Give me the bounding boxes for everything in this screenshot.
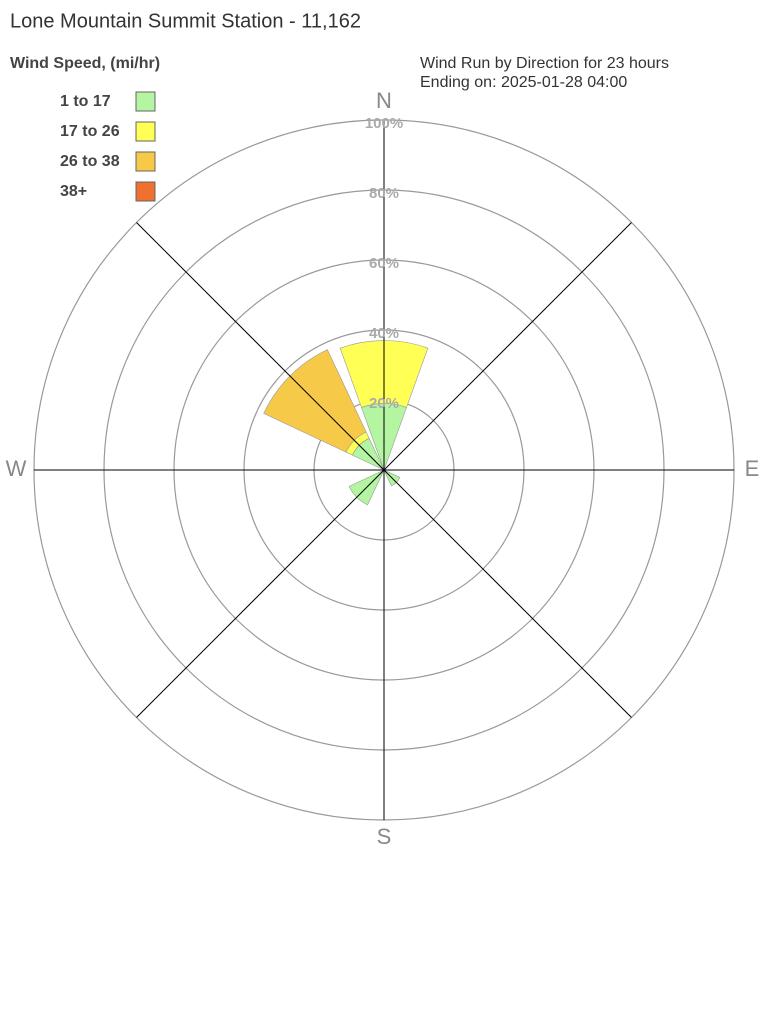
direction-label: W	[6, 456, 27, 481]
legend-swatch	[135, 91, 156, 112]
r-tick-label: 60%	[369, 255, 399, 272]
spoke	[136, 222, 385, 471]
subtitle: Wind Run by Direction for 23 hours	[420, 55, 669, 72]
spokes	[34, 120, 734, 820]
legend-label: 26 to 38	[60, 153, 120, 170]
legend-label: 1 to 17	[60, 93, 111, 110]
r-tick-label: 80%	[369, 185, 399, 202]
r-tick-label: 100%	[365, 115, 403, 132]
direction-label: N	[376, 88, 392, 113]
legend-label: 38+	[60, 183, 87, 200]
r-tick-label: 20%	[369, 395, 399, 412]
chart-title: Lone Mountain Summit Station - 11,162	[10, 10, 361, 32]
spoke	[383, 469, 632, 718]
direction-label: E	[745, 456, 760, 481]
direction-label: S	[377, 824, 392, 849]
r-tick-label: 40%	[369, 325, 399, 342]
labels: 20% 40% 60% 80% 100% N E S W	[6, 88, 760, 849]
wedges	[263, 340, 429, 506]
spoke	[383, 222, 632, 471]
spoke	[136, 469, 385, 718]
legend-label: 17 to 26	[60, 123, 120, 140]
legend-swatch	[135, 181, 156, 202]
legend-swatch	[135, 151, 156, 172]
subtitle: Ending on: 2025-01-28 04:00	[420, 74, 627, 91]
legend-title: Wind Speed, (mi/hr)	[10, 55, 160, 72]
legend-swatch	[135, 121, 156, 142]
